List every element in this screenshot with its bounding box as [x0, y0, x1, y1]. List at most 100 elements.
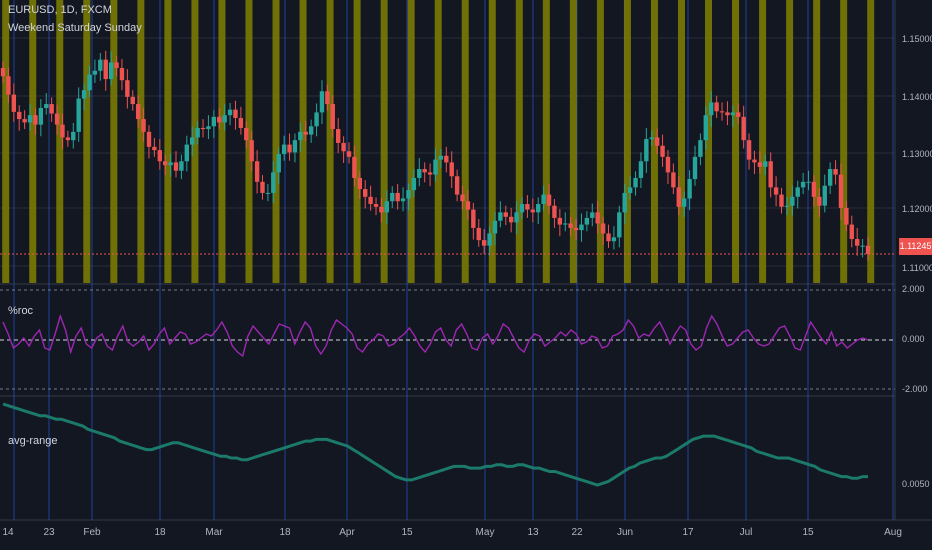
- candle-body: [444, 155, 449, 163]
- candle-body: [579, 224, 584, 231]
- weekend-band: [650, 0, 658, 283]
- candle-body: [114, 62, 119, 68]
- candle-body: [476, 227, 481, 241]
- candle-body: [746, 140, 752, 160]
- weekend-band: [83, 0, 91, 283]
- candle-body: [654, 137, 660, 146]
- weekend-band: [326, 0, 334, 283]
- price-tick-5: 1.11000: [902, 263, 932, 273]
- candle-body: [730, 112, 736, 116]
- roc-series-line: [2, 313, 869, 358]
- candle-body: [71, 131, 76, 141]
- time-tick: 15: [401, 527, 413, 538]
- candle-body: [573, 227, 579, 231]
- candle-body: [541, 194, 546, 205]
- candle-body: [492, 220, 498, 234]
- candle-body: [276, 154, 281, 173]
- candle-body: [827, 169, 833, 186]
- candle-body: [146, 131, 152, 147]
- candle-body: [384, 201, 390, 213]
- candle-body: [325, 91, 330, 105]
- weekend-band: [461, 0, 469, 283]
- candle-body: [184, 144, 190, 162]
- candle-body: [498, 212, 503, 221]
- candle-body: [406, 190, 411, 199]
- candle-body: [833, 169, 838, 175]
- candle-body: [460, 194, 465, 202]
- price-tick-4: 1.12000: [902, 204, 932, 214]
- price-tick-1: 1.15000: [902, 34, 932, 44]
- candle-body: [92, 70, 98, 75]
- candle-body: [633, 177, 638, 188]
- weekend-band: [2, 0, 10, 283]
- candle-body: [779, 194, 784, 207]
- candle-body: [157, 150, 162, 162]
- roc-tick-2: 0.000: [902, 334, 925, 344]
- weekend-band: [813, 0, 821, 283]
- weekend-band: [542, 0, 550, 283]
- candle-body: [790, 196, 795, 206]
- candle-body: [481, 240, 487, 246]
- candle-body: [44, 104, 49, 108]
- candle-body: [471, 209, 476, 228]
- range-label[interactable]: avg-range: [8, 435, 58, 447]
- time-tick: 14: [2, 527, 14, 538]
- weekend-band: [867, 0, 875, 283]
- candle-body: [503, 212, 508, 217]
- candle-body: [681, 198, 687, 207]
- candle-body: [530, 209, 536, 213]
- candle-body: [519, 204, 525, 213]
- weekend-band: [218, 0, 226, 283]
- candle-body: [552, 205, 557, 218]
- candle-body: [508, 216, 514, 223]
- price-tick-3: 1.13000: [902, 149, 932, 159]
- candle-body: [465, 201, 471, 210]
- roc-label[interactable]: %roc: [8, 305, 34, 317]
- weekend-band: [677, 0, 685, 283]
- weekend-band: [515, 0, 523, 283]
- candle-body: [627, 187, 633, 193]
- candle-body: [719, 111, 725, 113]
- time-tick: Apr: [339, 527, 355, 538]
- weekend-band: [29, 0, 37, 283]
- candle-body: [238, 117, 244, 128]
- candle-body: [173, 162, 179, 171]
- candle-body: [557, 217, 563, 225]
- candle-body: [233, 109, 238, 118]
- candle-body: [768, 161, 773, 188]
- candle-body: [438, 155, 444, 160]
- candle-body: [22, 119, 27, 123]
- time-tick: 13: [527, 527, 539, 538]
- candle-body: [357, 177, 363, 190]
- candle-body: [660, 145, 665, 157]
- time-tick: 22: [571, 527, 583, 538]
- candle-body: [179, 161, 184, 171]
- candle-body: [271, 172, 276, 193]
- candle-body: [0, 67, 6, 77]
- candle-body: [417, 169, 422, 178]
- weekend-band: [596, 0, 604, 283]
- candle-body: [709, 102, 714, 116]
- roc-tick-1: 2.000: [902, 284, 925, 294]
- candle-body: [590, 212, 595, 218]
- time-tick: Aug: [884, 527, 902, 538]
- candle-body: [368, 196, 373, 205]
- candle-body: [514, 212, 519, 223]
- weekend-band: [191, 0, 199, 283]
- candle-body: [849, 224, 854, 240]
- candle-body: [800, 181, 806, 188]
- candle-body: [308, 126, 314, 135]
- study-label[interactable]: Weekend Saturday Sunday: [8, 22, 142, 34]
- candle-body: [60, 124, 65, 138]
- candle-body: [335, 129, 341, 143]
- weekend-band: [569, 0, 577, 283]
- weekend-band: [786, 0, 794, 283]
- candle-body: [763, 161, 768, 167]
- weekend-band: [353, 0, 361, 283]
- candle-body: [206, 126, 211, 130]
- candle-body: [108, 62, 114, 80]
- candle-body: [27, 115, 33, 123]
- candle-body: [200, 127, 206, 130]
